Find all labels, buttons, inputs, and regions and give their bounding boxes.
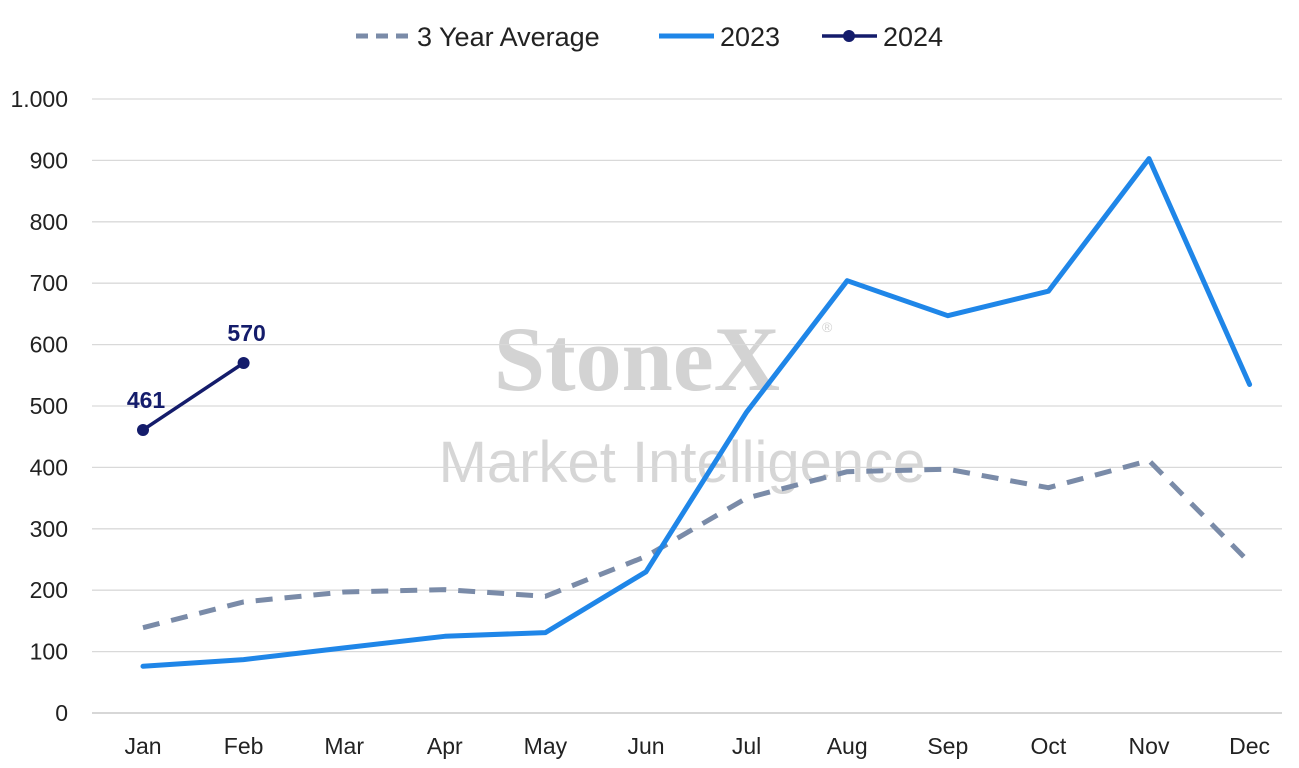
series-line-3-year-average: [142, 458, 1252, 631]
x-tick-label: Jan: [124, 733, 161, 759]
gridlines: [92, 98, 1282, 714]
y-tick-label: 600: [30, 332, 68, 358]
y-tick-label: 800: [30, 209, 68, 235]
watermark: StoneX ® Market Intelligence: [439, 308, 926, 495]
y-tick-label: 0: [55, 700, 68, 726]
x-tick-label: Jun: [627, 733, 664, 759]
x-tick-label: Feb: [224, 733, 264, 759]
legend-label: 3 Year Average: [417, 22, 600, 52]
data-label: 570: [227, 320, 265, 346]
x-tick-label: Sep: [927, 733, 968, 759]
x-tick-label: Oct: [1031, 733, 1067, 759]
x-tick-label: Jul: [732, 733, 761, 759]
y-tick-label: 900: [30, 147, 68, 173]
series-lines: 461 570: [127, 156, 1253, 669]
x-tick-label: Nov: [1129, 733, 1170, 759]
y-tick-label: 300: [30, 516, 68, 542]
y-tick-label: 700: [30, 270, 68, 296]
data-label: 461: [127, 387, 166, 413]
y-tick-label: 100: [30, 639, 68, 665]
data-point-marker: [237, 357, 250, 370]
legend-item: 3 Year Average: [356, 22, 600, 52]
legend-item: 2023: [659, 22, 780, 52]
legend: 3 Year Average 2023 2024: [356, 22, 943, 52]
legend-marker: [843, 30, 855, 42]
x-tick-label: Aug: [827, 733, 868, 759]
x-tick-label: Dec: [1229, 733, 1270, 759]
x-tick-label: Mar: [324, 733, 364, 759]
y-tick-label: 200: [30, 577, 68, 603]
legend-label: 2023: [720, 22, 780, 52]
y-tick-label: 500: [30, 393, 68, 419]
watermark-brand: StoneX: [494, 308, 780, 410]
series-line-2023: [140, 156, 1253, 669]
series-line-2024: [141, 361, 246, 432]
x-tick-label: Apr: [427, 733, 463, 759]
y-tick-label: 400: [30, 454, 68, 480]
legend-item: 2024: [822, 22, 943, 52]
y-tick-label: 1.000: [10, 86, 68, 112]
data-point-marker: [137, 423, 149, 436]
x-tick-label: May: [524, 733, 568, 759]
watermark-subtitle: Market Intelligence: [439, 430, 926, 495]
legend-label: 2024: [883, 22, 943, 52]
watermark-registered-mark: ®: [822, 319, 833, 335]
x-axis-ticks: Jan Feb Mar Apr May Jun Jul Aug Sep Oct Nov Dec: [124, 733, 1270, 759]
y-axis-ticks: 0 100 200 300 400 500 600 700 800 900 1.000: [10, 86, 68, 726]
